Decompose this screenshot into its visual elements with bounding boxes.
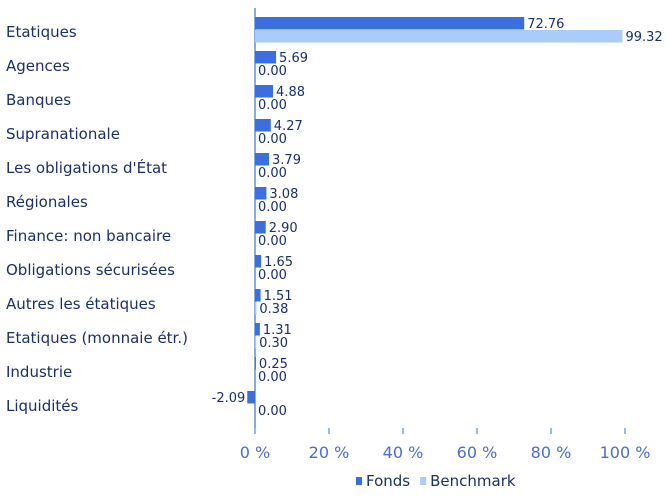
legend-label-fonds: Fonds <box>366 472 410 490</box>
legend-swatch-benchmark <box>420 477 427 485</box>
data-label-fonds: 3.79 <box>272 153 301 168</box>
category-label: Régionales <box>6 193 88 211</box>
category-label: Supranationale <box>6 125 120 143</box>
data-label-benchmark: 0.00 <box>258 268 287 283</box>
data-label-benchmark: 0.30 <box>259 336 288 351</box>
bar-benchmark <box>255 302 257 315</box>
x-tick-label: 60 % <box>457 443 498 462</box>
x-tick-label: 20 % <box>309 443 350 462</box>
bar-fonds <box>255 221 266 234</box>
bar-fonds <box>255 289 261 302</box>
data-label-benchmark: 0.38 <box>259 302 288 317</box>
x-tick-label: 80 % <box>531 443 572 462</box>
bar-fonds <box>255 153 270 166</box>
bar-fonds <box>255 51 277 64</box>
data-label-benchmark: 0.00 <box>258 64 287 79</box>
bar-fonds <box>247 391 255 404</box>
bar-benchmark <box>255 30 623 43</box>
category-label: Agences <box>6 57 70 75</box>
bar-fonds <box>255 187 267 200</box>
data-label-fonds: 5.69 <box>279 51 308 66</box>
data-label-benchmark: 0.00 <box>258 166 287 181</box>
category-label: Industrie <box>6 363 72 381</box>
data-label-fonds: 3.08 <box>269 187 298 202</box>
category-label: Etatiques (monnaie étr.) <box>6 329 188 347</box>
x-tick-label: 0 % <box>240 443 270 462</box>
data-label-fonds: 72.76 <box>527 17 564 32</box>
data-label-benchmark: 0.00 <box>258 132 287 147</box>
bar-benchmark <box>255 336 257 349</box>
data-label-benchmark: 0.00 <box>258 234 287 249</box>
legend-label-benchmark: Benchmark <box>430 472 516 490</box>
x-tick-label: 40 % <box>383 443 424 462</box>
bar-fonds <box>255 17 525 30</box>
data-label-fonds: 0.25 <box>259 357 288 372</box>
bar-fonds <box>255 357 256 370</box>
category-label: Liquidités <box>6 397 79 415</box>
data-label-fonds: -2.09 <box>212 391 246 406</box>
category-label: Les obligations d'État <box>6 158 167 177</box>
category-label: Banques <box>6 91 71 109</box>
x-tick-label: 100 % <box>600 443 651 462</box>
legend-swatch-fonds <box>356 477 362 485</box>
bar-fonds <box>255 85 274 98</box>
data-label-benchmark: 0.00 <box>258 370 287 385</box>
category-label: Obligations sécurisées <box>6 261 175 279</box>
category-label: Finance: non bancaire <box>6 227 171 245</box>
data-label-benchmark: 0.00 <box>258 98 287 113</box>
bar-fonds <box>255 323 260 336</box>
bar-fonds <box>255 119 271 132</box>
data-label-benchmark: 99.32 <box>625 30 662 45</box>
data-label-fonds: 1.51 <box>264 289 293 304</box>
data-label-benchmark: 0.00 <box>258 200 287 215</box>
data-label-fonds: 4.88 <box>276 85 305 100</box>
category-label: Autres les étatiques <box>6 295 156 313</box>
data-label-fonds: 4.27 <box>274 119 303 134</box>
bar-fonds <box>255 255 262 268</box>
data-label-fonds: 2.90 <box>269 221 298 236</box>
data-label-fonds: 1.65 <box>264 255 293 270</box>
category-label: Etatiques <box>6 23 77 41</box>
data-label-fonds: 1.31 <box>263 323 292 338</box>
data-label-benchmark: 0.00 <box>258 404 287 419</box>
